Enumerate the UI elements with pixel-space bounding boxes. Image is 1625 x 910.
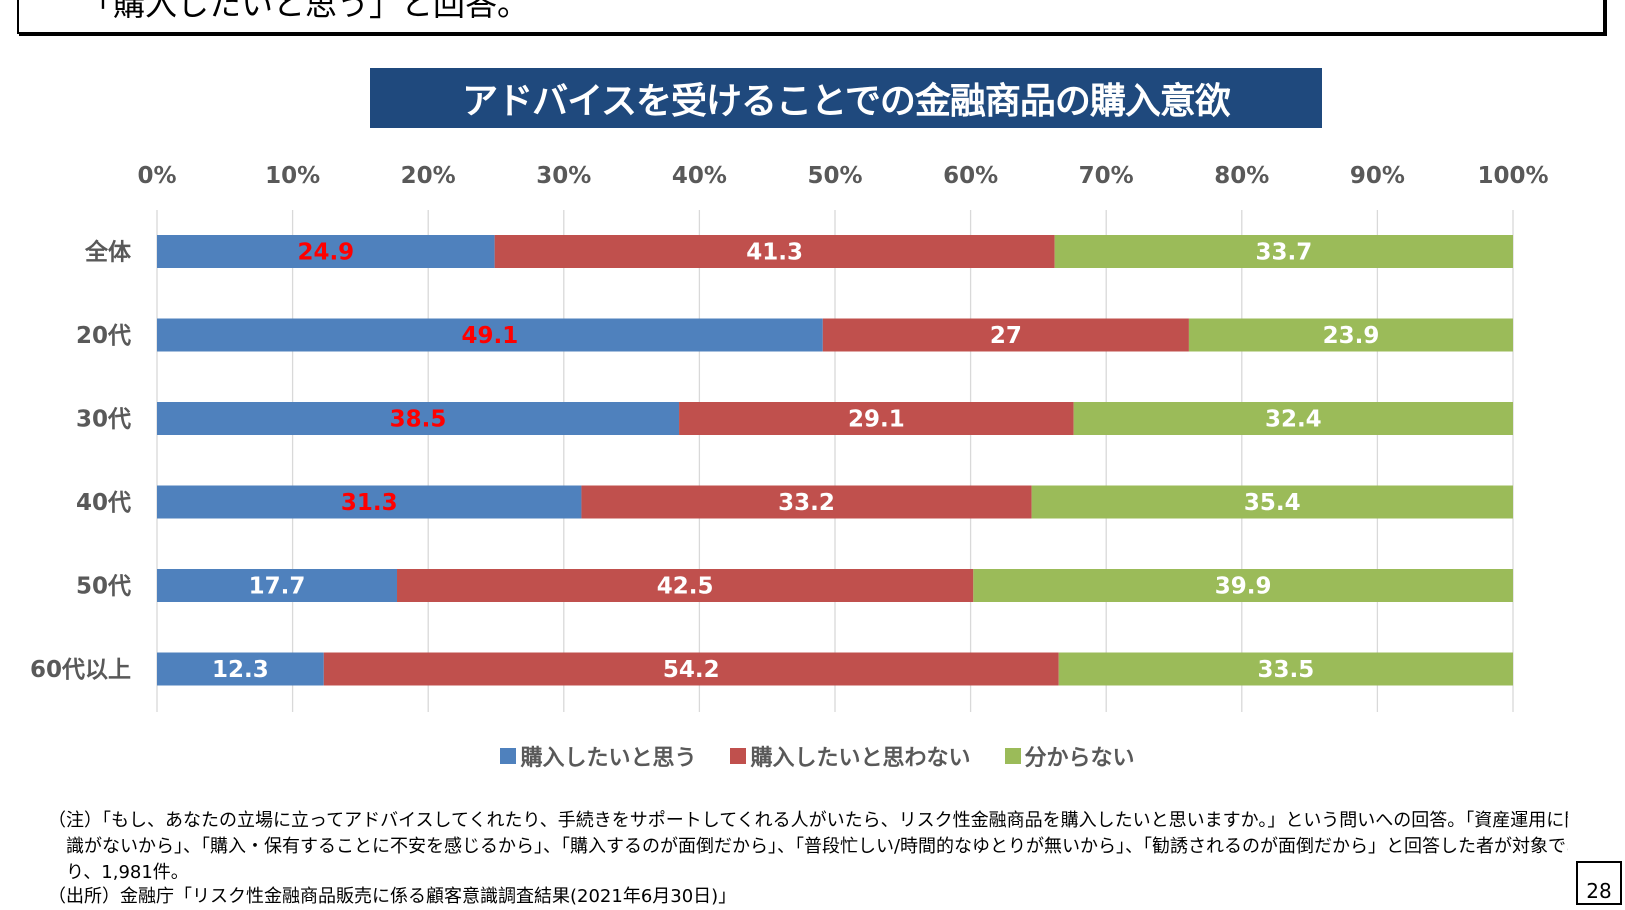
x-tick-label: 50% [807,163,862,189]
x-tick-label: 100% [1477,163,1548,189]
data-label: 41.3 [746,240,803,266]
footnote-line: り、1,981件。 [66,862,189,883]
summary-text: 「購入したいと思う」と回答。 [81,0,530,23]
bar-segment [157,652,324,686]
y-category-label: 30代 [76,407,131,433]
bar-segment [157,569,398,602]
y-category-label: 全体 [84,239,132,266]
data-label: 12.3 [212,657,269,683]
bar-segment [494,235,1055,268]
y-category-label: 20代 [76,323,131,349]
chart-title-bar: アドバイスを受けることでの金融商品の購入意欲 [370,68,1322,128]
x-tick-label: 60% [943,163,998,189]
legend-item-purchase-not-want: 購入したいと思わない [730,740,971,772]
bar-segment [323,652,1059,686]
footnote: （注）「もし、あなたの立場に立ってアドバイスしてくれたり、手続きをサポートしてく… [48,808,1568,886]
y-category-label: 40代 [76,490,131,516]
bar-segment [973,569,1513,602]
page-number: 28 [1576,861,1622,905]
data-label: 33.5 [1257,657,1314,683]
bar-segment [1054,235,1513,268]
bar-segment [581,485,1032,519]
legend-swatch-green [1004,748,1021,764]
legend-label: 購入したいと思う [520,746,697,771]
x-tick-label: 40% [672,163,727,189]
bar-segment [157,235,495,268]
data-label: 42.5 [657,574,714,600]
data-label: 39.9 [1215,574,1272,600]
summary-box: 「購入したいと思う」と回答。 [17,0,1605,34]
chart-title: アドバイスを受けることでの金融商品の購入意欲 [462,81,1231,122]
x-tick-label: 90% [1350,163,1405,189]
data-label: 24.9 [297,240,354,266]
data-label: 35.4 [1244,490,1301,516]
legend-label: 分からない [1024,746,1135,771]
bar-segment [1073,402,1513,435]
data-label: 27 [990,323,1022,349]
data-label: 17.7 [249,574,306,600]
data-label: 54.2 [663,657,720,683]
bar-segment [1058,652,1513,686]
legend-label: 購入したいと思わない [750,746,971,771]
legend-item-dont-know: 分からない [1004,740,1135,772]
bar-segment [157,402,680,435]
data-label: 23.9 [1323,323,1380,349]
bar-segment [822,318,1189,352]
legend-swatch-red [730,748,747,764]
y-category-label: 50代 [76,574,131,600]
data-label: 32.4 [1265,407,1322,433]
x-tick-label: 70% [1079,163,1134,189]
bar-segment [1031,485,1513,519]
data-label: 49.1 [462,323,519,349]
legend-item-purchase-want: 購入したいと思う [500,740,696,772]
bar-segment [397,569,974,602]
data-label: 33.2 [778,490,835,516]
data-label: 38.5 [390,407,447,433]
data-label: 33.7 [1255,240,1312,266]
y-category-label: 60代以上 [30,657,131,683]
footnote-line: （注）「もし、あなたの立場に立ってアドバイスしてくれたり、手続きをサポートしてく… [48,810,1568,831]
x-tick-label: 80% [1214,163,1269,189]
chart-legend: 購入したいと思う 購入したいと思わない 分からない [0,740,1625,772]
bar-segment [679,402,1074,435]
data-label: 29.1 [848,407,905,433]
bar-segment [157,318,823,352]
x-tick-label: 0% [137,163,176,189]
x-tick-label: 10% [265,163,320,189]
x-tick-label: 30% [536,163,591,189]
source-citation: （出所）金融庁「リスク性金融商品販売に係る顧客意識調査結果(2021年6月30日… [48,886,737,907]
x-tick-label: 20% [401,163,456,189]
bar-segment [1188,318,1513,352]
legend-swatch-blue [500,748,517,764]
stacked-bar-chart: 0% 10% 20% 30% 40% 50% 60% 70% 80% 90% 100% 全体 24.9 4… [30,163,1549,712]
footnote-line: 識がないから」、「購入・保有することに不安を感じるから」、「購入するのが面倒だか… [66,836,1568,857]
bar-segment [157,485,582,519]
data-label: 31.3 [341,490,398,516]
